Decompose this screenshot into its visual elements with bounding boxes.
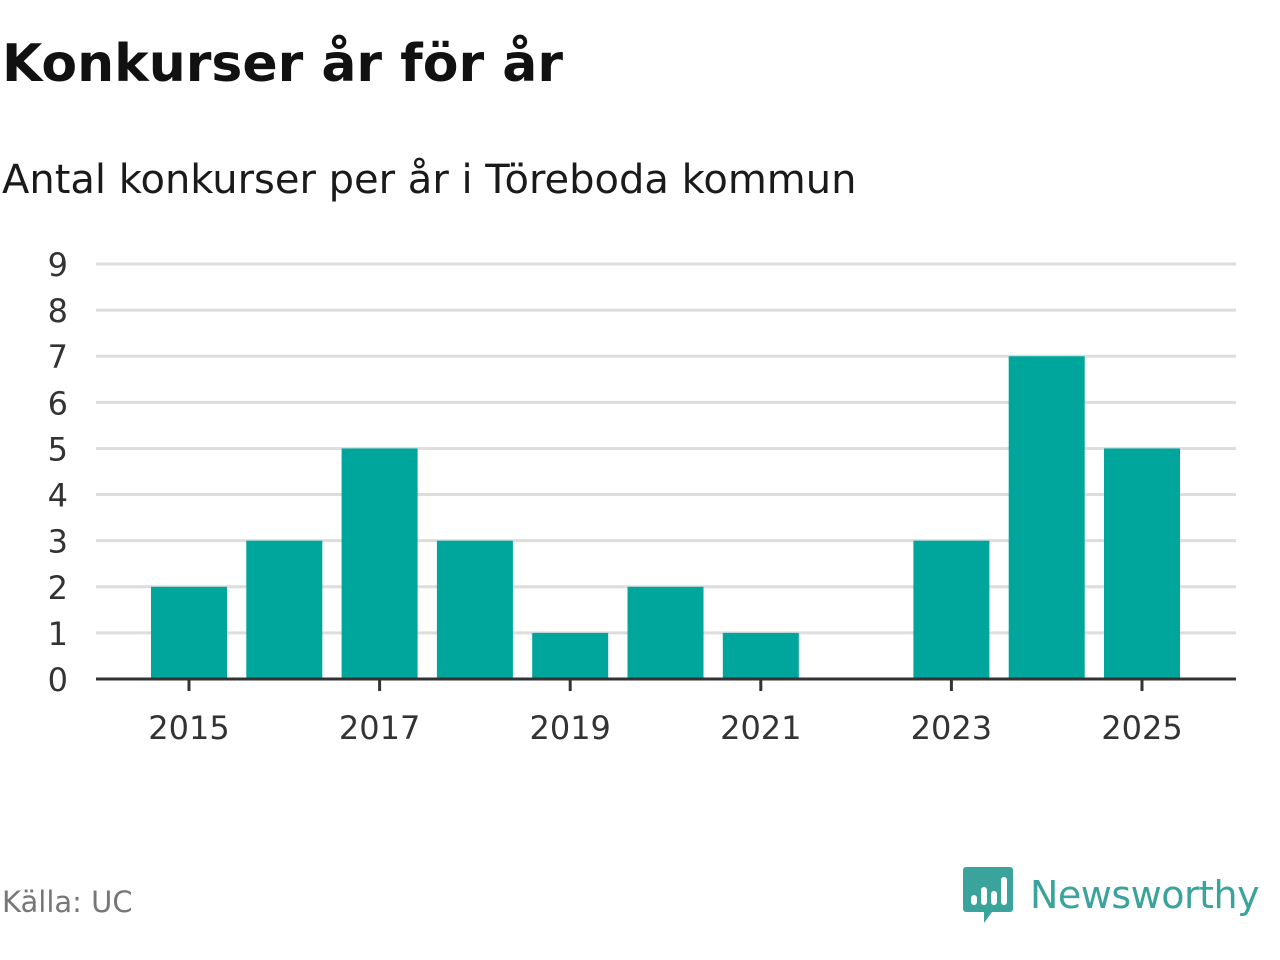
y-tick-label: 7 bbox=[48, 338, 68, 376]
brand-name: Newsworthy bbox=[1030, 873, 1260, 917]
bar-2025 bbox=[1104, 448, 1180, 679]
bar-2015 bbox=[151, 586, 227, 679]
bar-2021 bbox=[722, 632, 799, 679]
y-tick-label: 8 bbox=[48, 292, 68, 330]
bar-2016 bbox=[246, 540, 323, 679]
x-tick-label: 2015 bbox=[148, 709, 229, 747]
x-tick-label: 2021 bbox=[720, 709, 801, 747]
y-tick-label: 3 bbox=[48, 523, 68, 561]
y-tick-label: 6 bbox=[48, 384, 68, 422]
x-tick-label: 2025 bbox=[1101, 709, 1182, 747]
bar-2018 bbox=[436, 540, 513, 679]
x-tick-label: 2017 bbox=[339, 709, 420, 747]
y-tick-label: 0 bbox=[48, 661, 68, 699]
y-tick-label: 2 bbox=[48, 569, 68, 607]
bars bbox=[151, 356, 1180, 679]
bar-2017 bbox=[341, 448, 418, 679]
chart-title: Konkurser år för år bbox=[2, 34, 564, 94]
newsworthy-brand[interactable]: Newsworthy bbox=[962, 864, 1260, 926]
y-tick-label: 5 bbox=[48, 430, 68, 468]
bar-2020 bbox=[627, 586, 704, 679]
chart-subtitle: Antal konkurser per år i Töreboda kommun bbox=[2, 157, 857, 203]
y-tick-label: 1 bbox=[48, 615, 68, 653]
newsworthy-logo-icon bbox=[963, 867, 1013, 923]
source-note: Källa: UC bbox=[2, 885, 133, 919]
y-tick-label: 4 bbox=[48, 477, 68, 515]
bar-2023 bbox=[913, 540, 990, 679]
y-tick-label: 9 bbox=[48, 246, 68, 284]
x-tick-label: 2023 bbox=[911, 709, 992, 747]
bar-chart: 0 1 2 3 4 5 6 7 8 9 2015 2017 2019 2021 2023 2025 bbox=[48, 246, 1236, 747]
axes: 0 1 2 3 4 5 6 7 8 9 2015 2017 2019 2021 2023 2025 bbox=[48, 246, 1236, 747]
bar-2024 bbox=[1008, 356, 1085, 679]
bar-2019 bbox=[532, 632, 609, 679]
x-tick-label: 2019 bbox=[529, 709, 610, 747]
